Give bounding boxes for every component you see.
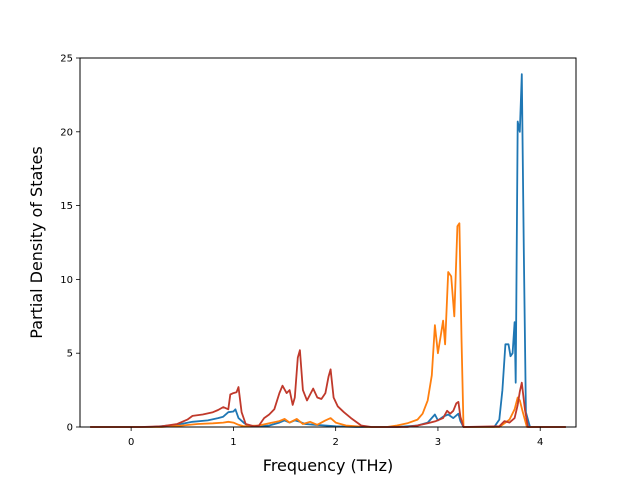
series-line-3 — [90, 349, 566, 428]
x-tick-label: 1 — [230, 437, 236, 448]
x-tick-label: 0 — [128, 437, 134, 448]
y-axis: 0 5 10 15 20 25 — [60, 54, 80, 434]
y-tick-label: 10 — [60, 275, 73, 286]
x-tick-label: 3 — [435, 437, 441, 448]
x-tick-label: 4 — [537, 437, 543, 448]
y-tick-label: 20 — [60, 127, 73, 138]
plot-frame — [79, 57, 577, 428]
series-layer — [90, 73, 566, 428]
y-tick-label: 5 — [67, 349, 73, 360]
y-tick-label: 25 — [60, 54, 73, 65]
y-tick-label: 15 — [60, 201, 73, 212]
x-axis: 0 1 2 3 4 — [128, 427, 543, 448]
y-axis-label: Partial Density of States — [27, 146, 46, 338]
x-axis-label: Frequency (THz) — [263, 456, 393, 475]
y-tick-label: 0 — [67, 423, 73, 434]
x-tick-label: 2 — [332, 437, 338, 448]
series-line-2 — [90, 222, 566, 428]
